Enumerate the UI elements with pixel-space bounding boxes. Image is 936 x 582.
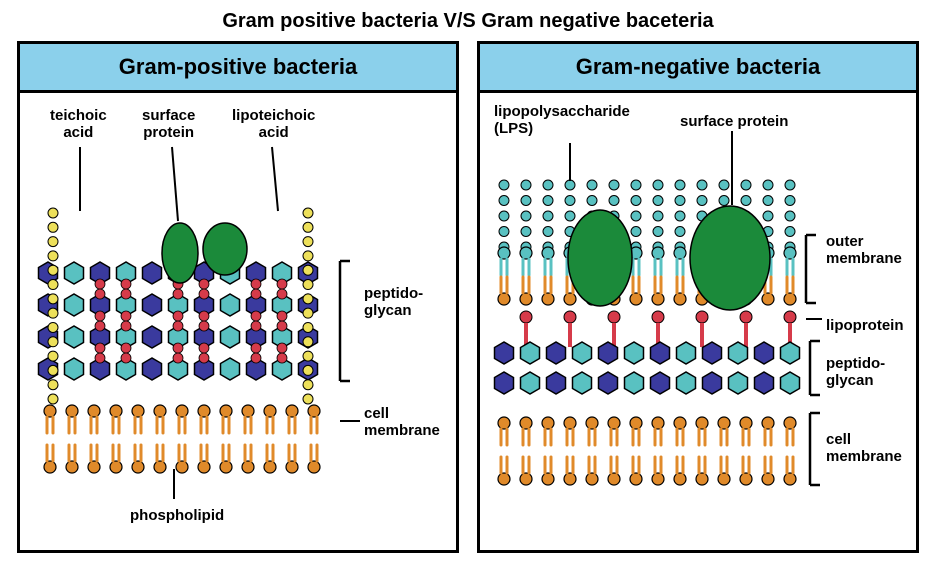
surface-protein-label-left: surface protein bbox=[142, 107, 195, 142]
gram-negative-panel: Gram-negative bacteria lipopolysaccharid… bbox=[477, 41, 919, 553]
outer-membrane-label: outer membrane bbox=[826, 233, 902, 268]
teichoic-acid-label: teichoic acid bbox=[50, 107, 107, 142]
panels-container: Gram-positive bacteria teichoic acid sur… bbox=[0, 41, 936, 553]
cell-membrane-label-right: cell membrane bbox=[826, 431, 902, 466]
lps-label: lipopolysaccharide (LPS) bbox=[494, 103, 630, 138]
page-title: Gram positive bacteria V/S Gram negative… bbox=[0, 0, 936, 41]
gram-positive-body: teichoic acid surface protein lipoteicho… bbox=[20, 93, 456, 551]
gram-negative-header: Gram-negative bacteria bbox=[480, 44, 916, 93]
phospholipid-label: phospholipid bbox=[130, 507, 224, 524]
peptidoglycan-label-right: peptido- glycan bbox=[826, 355, 885, 390]
surface-protein-label-right: surface protein bbox=[680, 113, 788, 130]
lipoprotein-label: lipoprotein bbox=[826, 317, 904, 334]
cell-membrane-label-left: cell membrane bbox=[364, 405, 440, 440]
gram-positive-diagram bbox=[20, 93, 456, 551]
gram-positive-header: Gram-positive bacteria bbox=[20, 44, 456, 93]
peptidoglycan-label-left: peptido- glycan bbox=[364, 285, 423, 320]
lipoteichoic-acid-label: lipoteichoic acid bbox=[232, 107, 315, 142]
gram-negative-body: lipopolysaccharide (LPS) surface protein… bbox=[480, 93, 916, 551]
gram-positive-panel: Gram-positive bacteria teichoic acid sur… bbox=[17, 41, 459, 553]
